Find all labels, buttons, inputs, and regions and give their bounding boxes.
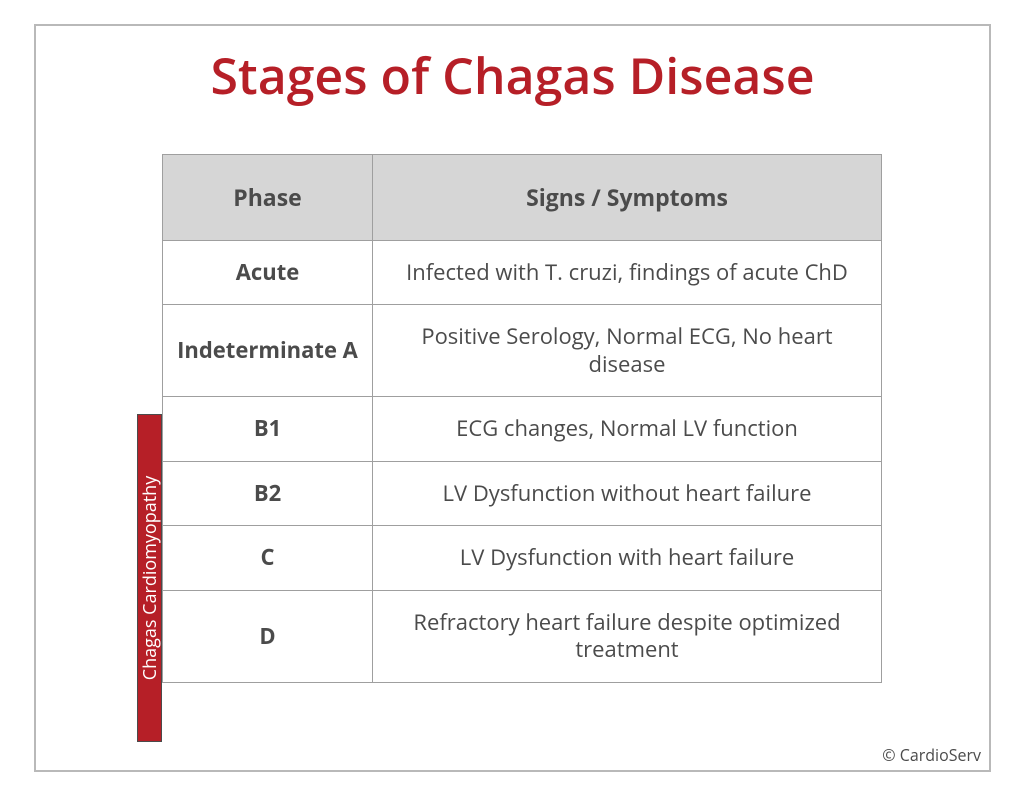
- signs-cell-c: LV Dysfunction with heart failure: [373, 526, 882, 591]
- table-row: Indeterminate A Positive Serology, Norma…: [163, 305, 882, 397]
- signs-cell-d: Refractory heart failure despite optimiz…: [373, 590, 882, 682]
- phase-cell-d: D: [163, 590, 373, 682]
- signs-cell-acute: Infected with T. cruzi, findings of acut…: [373, 240, 882, 305]
- table-row: B1 ECG changes, Normal LV function: [163, 397, 882, 462]
- cardiomyopathy-side-label: Chagas Cardiomyopathy: [137, 414, 162, 742]
- table-row: C LV Dysfunction with heart failure: [163, 526, 882, 591]
- cardiomyopathy-side-label-text: Chagas Cardiomyopathy: [138, 476, 162, 681]
- stages-table: Phase Signs / Symptoms Acute Infected wi…: [162, 154, 882, 683]
- signs-cell-b2: LV Dysfunction without heart failure: [373, 461, 882, 526]
- page-title: Stages of Chagas Disease: [36, 48, 989, 103]
- phase-cell-acute: Acute: [163, 240, 373, 305]
- table-row: B2 LV Dysfunction without heart failure: [163, 461, 882, 526]
- stages-table-wrap: Chagas Cardiomyopathy Phase Signs / Symp…: [162, 154, 882, 683]
- signs-cell-indeterminate-a: Positive Serology, Normal ECG, No heart …: [373, 305, 882, 397]
- col-header-signs: Signs / Symptoms: [373, 155, 882, 241]
- phase-cell-indeterminate-a: Indeterminate A: [163, 305, 373, 397]
- table-row: Acute Infected with T. cruzi, findings o…: [163, 240, 882, 305]
- table-header-row: Phase Signs / Symptoms: [163, 155, 882, 241]
- content-frame: Stages of Chagas Disease Chagas Cardiomy…: [34, 24, 991, 772]
- col-header-phase: Phase: [163, 155, 373, 241]
- table-row: D Refractory heart failure despite optim…: [163, 590, 882, 682]
- copyright-text: © CardioServ: [882, 744, 981, 766]
- signs-cell-b1: ECG changes, Normal LV function: [373, 397, 882, 462]
- phase-cell-b2: B2: [163, 461, 373, 526]
- phase-cell-c: C: [163, 526, 373, 591]
- phase-cell-b1: B1: [163, 397, 373, 462]
